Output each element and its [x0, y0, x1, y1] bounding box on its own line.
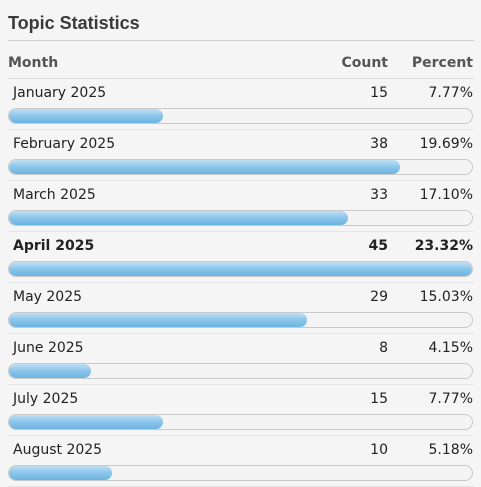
row-percent: 19.69% — [419, 136, 473, 152]
progress-track — [8, 465, 473, 481]
table-header: Month Count Percent — [8, 41, 474, 79]
table-row: June 2025 8 4.15% — [8, 334, 474, 385]
row-count: 38 — [370, 136, 388, 152]
table-row: July 2025 15 7.77% — [8, 385, 474, 436]
progress-fill — [9, 262, 472, 276]
table-row: May 2025 29 15.03% — [8, 283, 474, 334]
column-header-percent: Percent — [411, 55, 473, 71]
row-month: August 2025 — [13, 442, 103, 458]
progress-track — [8, 414, 473, 430]
row-count: 15 — [370, 391, 388, 407]
row-percent: 7.77% — [428, 391, 473, 407]
table-row: March 2025 33 17.10% — [8, 181, 474, 232]
row-count: 33 — [370, 187, 388, 203]
row-percent: 23.32% — [414, 238, 473, 254]
row-percent: 7.77% — [428, 85, 473, 101]
row-month: June 2025 — [13, 340, 84, 356]
row-month: April 2025 — [13, 238, 95, 254]
progress-track — [8, 261, 473, 277]
row-count: 45 — [368, 238, 388, 254]
row-count: 15 — [370, 85, 388, 101]
table-row: August 2025 10 5.18% — [8, 436, 474, 487]
row-month: March 2025 — [13, 187, 96, 203]
progress-fill — [9, 415, 164, 429]
row-month: May 2025 — [13, 289, 83, 305]
progress-fill — [9, 211, 349, 225]
column-header-month: Month — [8, 55, 59, 71]
progress-fill — [9, 313, 308, 327]
table-row: February 2025 38 19.69% — [8, 130, 474, 181]
progress-fill — [9, 364, 92, 378]
row-month: January 2025 — [13, 85, 107, 101]
row-percent: 4.15% — [428, 340, 473, 356]
column-header-count: Count — [341, 55, 388, 71]
row-month: July 2025 — [13, 391, 79, 407]
panel-title: Topic Statistics — [8, 0, 474, 41]
row-count: 10 — [370, 442, 388, 458]
row-count: 29 — [370, 289, 388, 305]
progress-track — [8, 312, 473, 328]
progress-fill — [9, 160, 400, 174]
row-percent: 15.03% — [419, 289, 473, 305]
progress-track — [8, 159, 473, 175]
row-percent: 5.18% — [428, 442, 473, 458]
row-percent: 17.10% — [419, 187, 473, 203]
row-month: February 2025 — [13, 136, 116, 152]
progress-track — [8, 363, 473, 379]
table-row: January 2025 15 7.77% — [8, 79, 474, 130]
progress-track — [8, 108, 473, 124]
progress-fill — [9, 109, 164, 123]
table-row: April 2025 45 23.32% — [8, 232, 474, 283]
topic-statistics-panel: Topic Statistics Month Count Percent Jan… — [8, 0, 474, 487]
progress-fill — [9, 466, 112, 480]
statistics-rows: January 2025 15 7.77% February 2025 38 19.69%… — [8, 79, 474, 487]
progress-track — [8, 210, 473, 226]
row-count: 8 — [379, 340, 388, 356]
